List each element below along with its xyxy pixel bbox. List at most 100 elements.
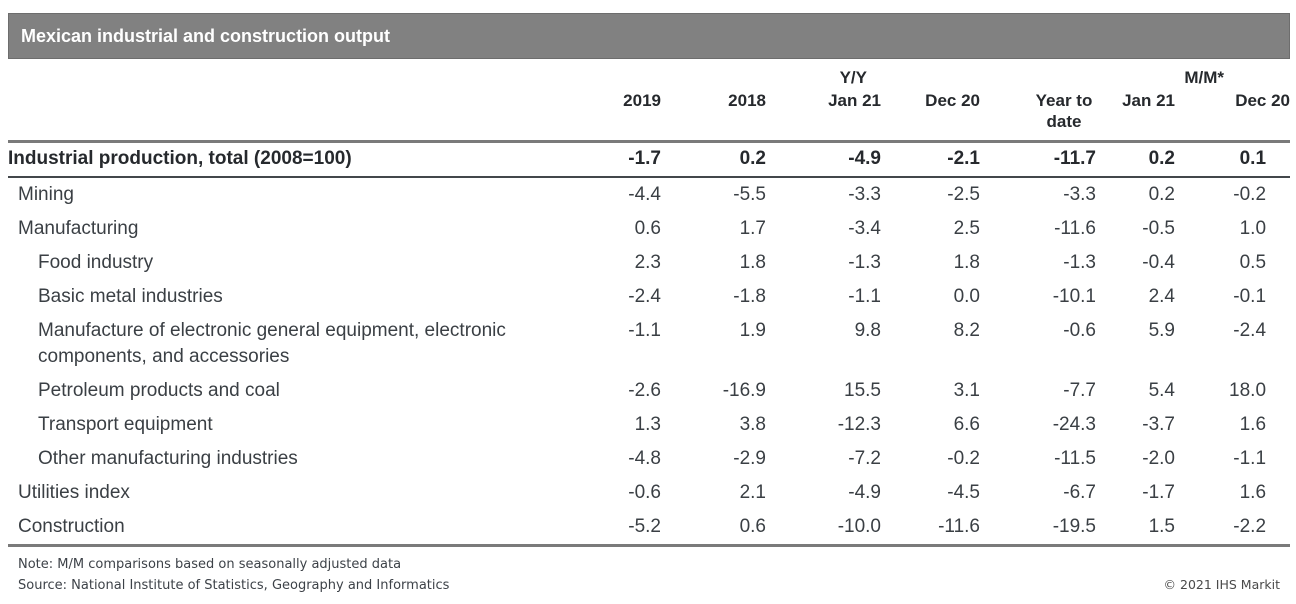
data-table: Y/Y M/M* 2019 2018 Jan 21 Dec 20 Year to… bbox=[8, 62, 1291, 547]
column-header-mm-dec20: Dec 20 bbox=[1235, 91, 1291, 110]
cell-value: -10.1 bbox=[1052, 286, 1096, 307]
group-header-mm: M/M* bbox=[1184, 68, 1225, 87]
cell-value: 3.1 bbox=[953, 380, 980, 401]
row-label: Manufacture of electronic general equipm… bbox=[38, 320, 506, 367]
cell-value: 0.6 bbox=[661, 510, 766, 547]
cell-value: -1.3 bbox=[1063, 252, 1096, 273]
table-row: Petroleum products and coal -2.6 -16.9 15.… bbox=[8, 374, 1290, 408]
cell-value: -4.8 bbox=[628, 448, 661, 469]
cell-value: -2.9 bbox=[733, 448, 766, 469]
row-label-column-header bbox=[8, 89, 565, 142]
column-header-row: 2019 2018 Jan 21 Dec 20 Year to date Jan… bbox=[8, 89, 1291, 142]
row-label: Construction bbox=[8, 510, 565, 547]
cell-value: -3.3 bbox=[848, 184, 881, 205]
cell-value: 2.5 bbox=[953, 218, 980, 239]
table-row: Construction -5.2 0.6 -10.0 -11.6 -19.5 1.5 -2… bbox=[8, 510, 1291, 547]
cell-value: -6.7 bbox=[1063, 482, 1096, 503]
cell-value: -2.4 bbox=[1233, 320, 1267, 341]
table-row: Other manufacturing industries -4.8 -2.9 -… bbox=[8, 442, 1290, 476]
column-header-2019: 2019 bbox=[623, 91, 661, 110]
cell-value: 5.4 bbox=[1148, 380, 1175, 401]
table-title-bar: Mexican industrial and construction outp… bbox=[8, 13, 1290, 59]
cell-value: 0.5 bbox=[1239, 252, 1267, 273]
cell-value: -4.9 bbox=[766, 141, 881, 178]
cell-value: -1.3 bbox=[848, 252, 881, 273]
row-label: Food industry bbox=[38, 252, 154, 273]
source-text: Source: National Institute of Statistics… bbox=[18, 578, 450, 593]
table-row: Utilities index -0.6 2.1 -4.9 -4.5 -6.7 -1.7 1… bbox=[8, 476, 1290, 510]
cell-value: -3.7 bbox=[1142, 414, 1175, 435]
cell-value: -2.1 bbox=[881, 141, 980, 178]
row-label: Mining bbox=[18, 184, 74, 205]
cell-value: -0.5 bbox=[1142, 218, 1175, 239]
cell-value: 0.2 bbox=[1096, 141, 1175, 178]
cell-value: 0.1 bbox=[1175, 141, 1291, 178]
cell-value: 3.8 bbox=[739, 414, 766, 435]
cell-value: -12.3 bbox=[837, 414, 881, 435]
cell-value: -1.7 bbox=[565, 141, 661, 178]
cell-value: -5.2 bbox=[565, 510, 661, 547]
column-header-yy-dec20: Dec 20 bbox=[925, 91, 980, 110]
note-text: Note: M/M comparisons based on seasonall… bbox=[18, 557, 402, 572]
cell-value: -1.7 bbox=[1142, 482, 1175, 503]
cell-value: 0.2 bbox=[1148, 184, 1175, 205]
cell-value: 2.3 bbox=[634, 252, 661, 273]
cell-value: -0.2 bbox=[947, 448, 980, 469]
cell-value: 1.5 bbox=[1096, 510, 1175, 547]
cell-value: -1.1 bbox=[1233, 448, 1267, 469]
column-header-year-to-date: Year to date bbox=[980, 89, 1096, 142]
report-container: Mexican industrial and construction outp… bbox=[8, 13, 1291, 596]
cell-value: 1.3 bbox=[634, 414, 661, 435]
cell-value: -11.7 bbox=[980, 141, 1096, 178]
cell-value: 0.2 bbox=[661, 141, 766, 178]
column-header-yy-jan21: Jan 21 bbox=[828, 91, 881, 110]
table-row: Manufacture of electronic general equipm… bbox=[8, 314, 1290, 374]
cell-value: -11.6 bbox=[881, 510, 980, 547]
cell-value: -2.0 bbox=[1142, 448, 1175, 469]
cell-value: 1.6 bbox=[1239, 414, 1267, 435]
cell-value: -4.9 bbox=[848, 482, 881, 503]
cell-value: 2.4 bbox=[1148, 286, 1175, 307]
cell-value: -0.6 bbox=[628, 482, 661, 503]
cell-value: -24.3 bbox=[1052, 414, 1096, 435]
cell-value: -11.6 bbox=[1054, 218, 1096, 239]
cell-value: 5.9 bbox=[1148, 320, 1175, 341]
table-title: Mexican industrial and construction outp… bbox=[21, 26, 391, 46]
row-label: Basic metal industries bbox=[38, 286, 223, 307]
cell-value: -1.1 bbox=[848, 286, 881, 307]
cell-value: 1.9 bbox=[739, 320, 766, 341]
row-label: Petroleum products and coal bbox=[38, 380, 280, 401]
table-row: Food industry 2.3 1.8 -1.3 1.8 -1.3 -0.4 0.5 bbox=[8, 246, 1290, 280]
cell-value: -10.0 bbox=[766, 510, 881, 547]
cell-value: -4.4 bbox=[628, 184, 661, 205]
year-to-date-label: Year to date bbox=[1035, 91, 1093, 131]
source-row: Source: National Institute of Statistics… bbox=[8, 575, 1290, 596]
row-label: Transport equipment bbox=[38, 414, 213, 435]
cell-value: -1.1 bbox=[628, 320, 661, 341]
table-row: Mining -4.4 -5.5 -3.3 -2.5 -3.3 0.2 -0.2 bbox=[8, 177, 1290, 212]
cell-value: -7.2 bbox=[848, 448, 881, 469]
row-label: Other manufacturing industries bbox=[38, 448, 298, 469]
cell-value: 18.0 bbox=[1229, 380, 1267, 401]
cell-value: -0.6 bbox=[1063, 320, 1096, 341]
column-header-2018: 2018 bbox=[728, 91, 766, 110]
table-row: Transport equipment 1.3 3.8 -12.3 6.6 -24.3 -… bbox=[8, 408, 1290, 442]
table-row: Industrial production, total (2008=100) … bbox=[8, 141, 1291, 178]
group-header-spacer bbox=[8, 62, 565, 89]
cell-value: -2.5 bbox=[947, 184, 980, 205]
cell-value: 1.6 bbox=[1239, 482, 1267, 503]
cell-value: -3.3 bbox=[1063, 184, 1096, 205]
cell-value: 15.5 bbox=[844, 380, 881, 401]
cell-value: 9.8 bbox=[854, 320, 881, 341]
cell-value: 1.7 bbox=[739, 218, 766, 239]
cell-value: -0.2 bbox=[1233, 184, 1267, 205]
cell-value: 1.8 bbox=[739, 252, 766, 273]
cell-value: 2.1 bbox=[739, 482, 766, 503]
copyright-text: © 2021 IHS Markit bbox=[1163, 577, 1280, 592]
cell-value: -5.5 bbox=[733, 184, 766, 205]
cell-value: -2.6 bbox=[628, 380, 661, 401]
cell-value: 6.6 bbox=[953, 414, 980, 435]
column-header-mm-jan21: Jan 21 bbox=[1122, 91, 1175, 110]
cell-value: -0.1 bbox=[1233, 286, 1267, 307]
cell-value: 8.2 bbox=[953, 320, 980, 341]
